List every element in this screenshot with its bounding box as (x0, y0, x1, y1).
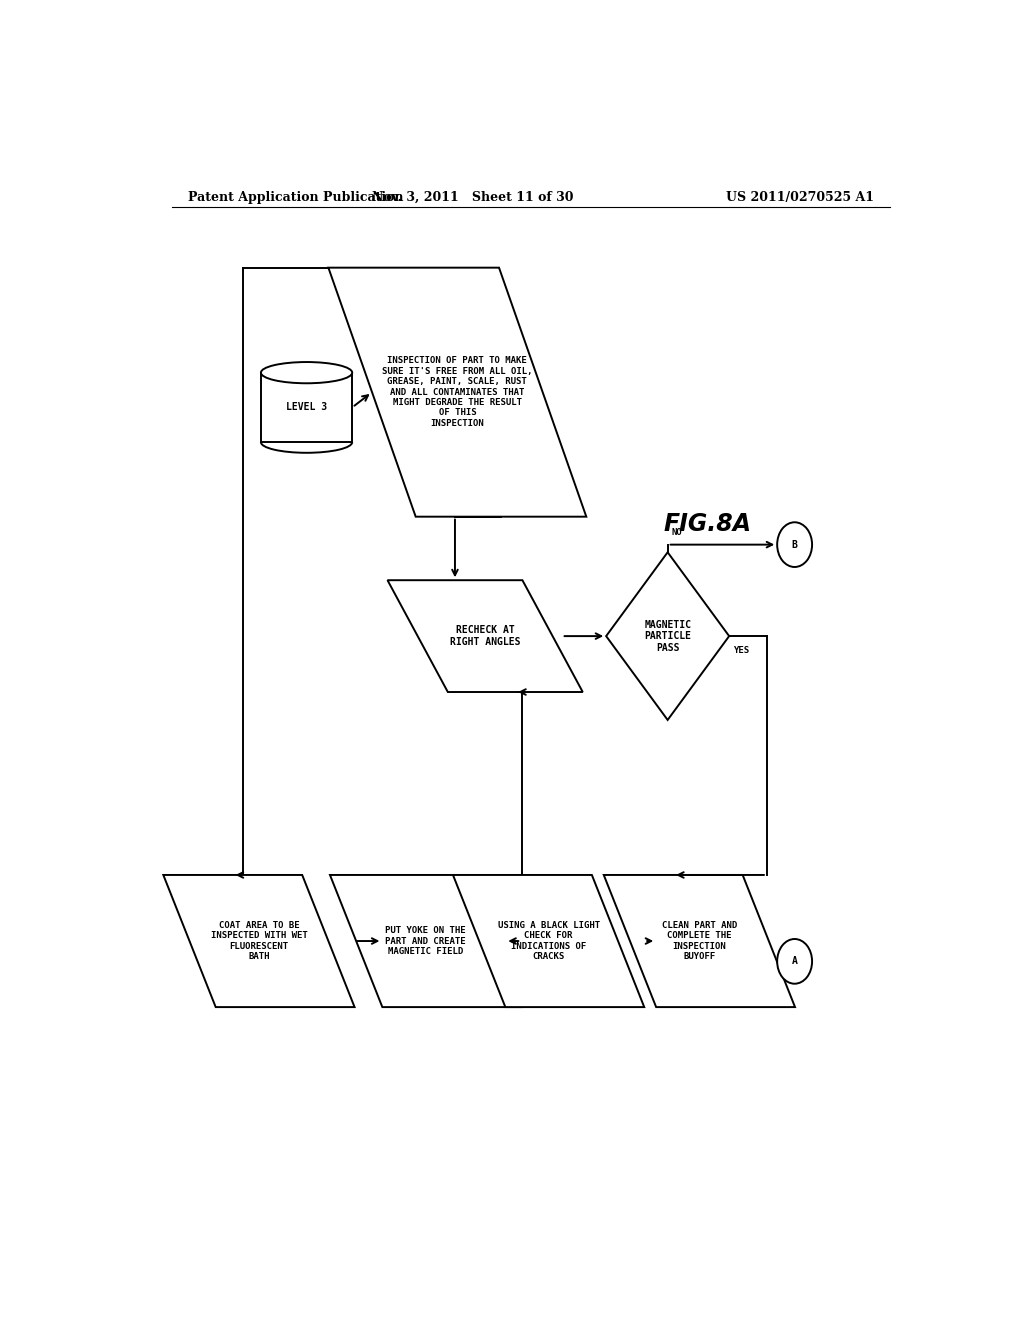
Circle shape (777, 523, 812, 568)
Text: COAT AREA TO BE
INSPECTED WITH WET
FLUORESCENT
BATH: COAT AREA TO BE INSPECTED WITH WET FLUOR… (211, 921, 307, 961)
Text: LEVEL 3: LEVEL 3 (286, 403, 327, 412)
Polygon shape (453, 875, 644, 1007)
Polygon shape (330, 875, 521, 1007)
Text: B: B (792, 540, 798, 549)
Text: FIG.8A: FIG.8A (664, 512, 752, 536)
Polygon shape (387, 581, 583, 692)
Polygon shape (163, 875, 354, 1007)
Polygon shape (604, 875, 795, 1007)
Text: YES: YES (733, 647, 750, 655)
Circle shape (777, 939, 812, 983)
Text: NO: NO (672, 528, 682, 537)
Polygon shape (606, 552, 729, 719)
Text: A: A (792, 957, 798, 966)
Text: RECHECK AT
RIGHT ANGLES: RECHECK AT RIGHT ANGLES (450, 626, 520, 647)
Polygon shape (329, 268, 587, 516)
Text: INSPECTION OF PART TO MAKE
SURE IT'S FREE FROM ALL OIL,
GREASE, PAINT, SCALE, RU: INSPECTION OF PART TO MAKE SURE IT'S FRE… (382, 356, 532, 428)
Text: CLEAN PART AND
COMPLETE THE
INSPECTION
BUYOFF: CLEAN PART AND COMPLETE THE INSPECTION B… (662, 921, 737, 961)
Text: PUT YOKE ON THE
PART AND CREATE
MAGNETIC FIELD: PUT YOKE ON THE PART AND CREATE MAGNETIC… (385, 927, 466, 956)
Text: MAGNETIC
PARTICLE
PASS: MAGNETIC PARTICLE PASS (644, 619, 691, 652)
Text: USING A BLACK LIGHT
CHECK FOR
INDICATIONS OF
CRACKS: USING A BLACK LIGHT CHECK FOR INDICATION… (498, 921, 600, 961)
Text: Nov. 3, 2011   Sheet 11 of 30: Nov. 3, 2011 Sheet 11 of 30 (373, 190, 574, 203)
Ellipse shape (261, 362, 352, 383)
Text: Patent Application Publication: Patent Application Publication (187, 190, 403, 203)
Text: US 2011/0270525 A1: US 2011/0270525 A1 (726, 190, 873, 203)
FancyBboxPatch shape (261, 372, 352, 442)
